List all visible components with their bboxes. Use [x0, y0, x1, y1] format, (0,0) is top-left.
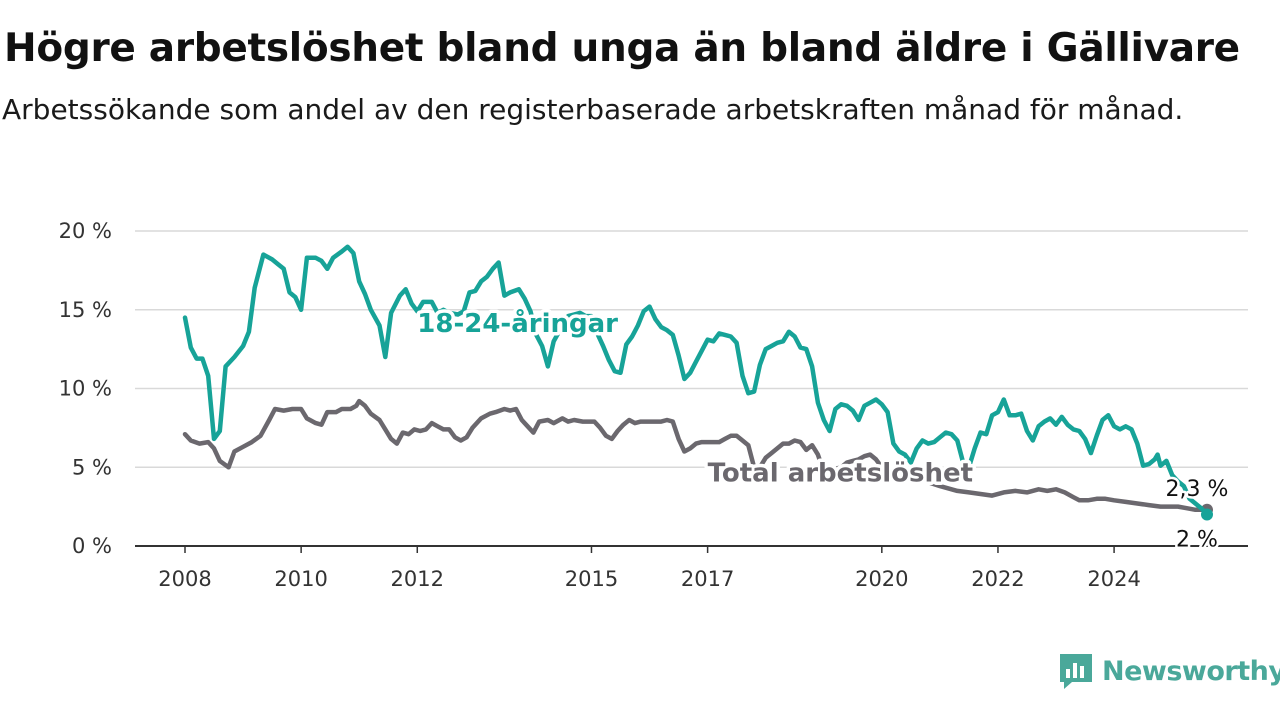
x-tick-label: 2008	[158, 567, 211, 591]
x-tick-label: 2020	[855, 567, 908, 591]
x-tick-label: 2024	[1087, 567, 1140, 591]
x-tick-label: 2017	[681, 567, 734, 591]
x-tick-label: 2022	[971, 567, 1024, 591]
series-name-label: 18-24-åringar	[417, 307, 618, 339]
chart-title: Högre arbetslöshet bland unga än bland ä…	[4, 26, 1240, 71]
x-tick-label: 2012	[391, 567, 444, 591]
newsworthy-logo-icon	[1060, 654, 1092, 689]
grid-lines	[135, 230, 1248, 547]
series-end-value: 2,3 %	[1166, 477, 1229, 502]
series-line-total	[182, 398, 1210, 513]
y-tick-label: 10 %	[59, 377, 112, 401]
y-tick-label: 15 %	[59, 298, 112, 322]
series-end-value: 2 %	[1176, 528, 1218, 553]
series-end-marker	[1201, 508, 1213, 521]
x-tick-label: 2015	[565, 567, 618, 591]
x-axis: 2008 2010 2012 2015 2017 2020 2022 2024	[158, 546, 1141, 591]
brand-name: Newsworthy	[1102, 655, 1280, 687]
x-tick-label: 2010	[274, 567, 327, 591]
y-tick-label: 5 %	[72, 455, 112, 479]
series-line-youth	[182, 244, 1210, 517]
series-lines	[182, 244, 1213, 521]
y-tick-label: 0 %	[72, 534, 112, 558]
chart-subtitle: Arbetssökande som andel av den registerb…	[2, 93, 1184, 126]
series-labels: Total arbetslöshet 2,3 % 18-24-åringar 2 %	[414, 303, 1231, 555]
y-tick-label: 20 %	[59, 219, 112, 243]
series-name-label: Total arbetslöshet	[708, 458, 973, 488]
y-axis: 0 % 5 % 10 % 15 % 20 %	[59, 219, 112, 558]
newsworthy-logo[interactable]: Newsworthy	[1058, 652, 1280, 690]
